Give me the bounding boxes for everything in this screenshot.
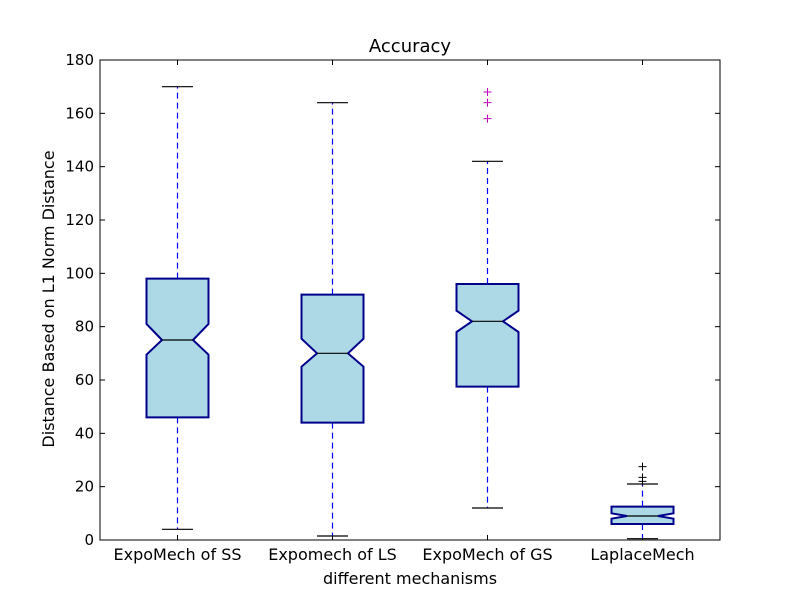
x-tick-label: LaplaceMech	[590, 545, 694, 564]
outlier-marker	[483, 88, 492, 96]
y-tick-label: 60	[75, 371, 94, 389]
y-tick-label: 140	[65, 158, 94, 176]
y-tick-label: 20	[75, 478, 94, 496]
box-body	[145, 277, 210, 419]
y-axis-label: Distance Based on L1 Norm Distance	[39, 150, 58, 447]
axes-frame	[99, 59, 721, 541]
y-tick-label: 100	[65, 264, 94, 282]
outlier-marker	[483, 114, 492, 123]
x-tick-label: Expomech of LS	[268, 545, 397, 564]
box-body	[300, 293, 365, 424]
box-body	[455, 283, 520, 388]
x-tick-label: ExpoMech of SS	[113, 545, 241, 564]
y-tick-label: 120	[65, 211, 94, 229]
y-tick-label: 180	[65, 51, 94, 69]
box-body	[610, 505, 675, 525]
y-tick-label: 0	[84, 531, 94, 549]
x-tick-label: ExpoMech of GS	[422, 545, 552, 564]
chart-title: Accuracy	[369, 36, 452, 57]
outlier-marker	[483, 98, 492, 107]
y-tick-label: 40	[75, 424, 94, 442]
outlier-marker	[638, 462, 647, 471]
outlier-marker	[638, 473, 647, 482]
y-tick-label: 160	[65, 104, 94, 122]
plot-area: 0 20 40 60 80 100 120 140 160 180 ExpoMech of SS Ex…	[65, 51, 721, 564]
x-axis-label: different mechanisms	[323, 569, 497, 588]
y-tick-label: 80	[75, 318, 94, 336]
